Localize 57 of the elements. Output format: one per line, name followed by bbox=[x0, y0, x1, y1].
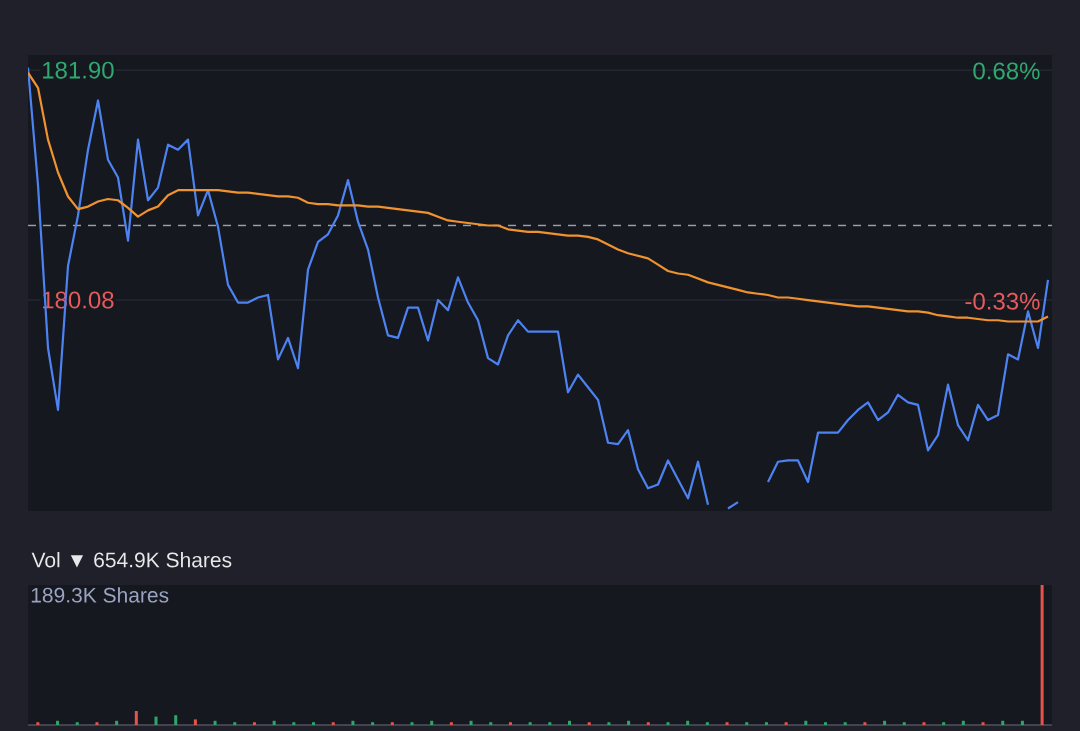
bar bbox=[568, 720, 572, 725]
bar bbox=[705, 722, 709, 725]
bar bbox=[213, 720, 217, 725]
bar bbox=[1001, 720, 1005, 725]
bar bbox=[863, 722, 867, 725]
bar bbox=[371, 722, 375, 725]
bar bbox=[449, 722, 453, 725]
bar bbox=[469, 720, 473, 725]
bar bbox=[292, 722, 296, 725]
bar bbox=[36, 722, 40, 725]
bar bbox=[824, 722, 828, 725]
bar bbox=[981, 722, 985, 725]
bar bbox=[312, 722, 316, 725]
bar bbox=[725, 722, 729, 725]
bar bbox=[390, 722, 394, 725]
bar bbox=[75, 722, 79, 725]
bar bbox=[233, 722, 237, 725]
bar bbox=[843, 722, 847, 725]
bar bbox=[804, 720, 808, 725]
bar bbox=[646, 722, 650, 725]
bar bbox=[430, 720, 434, 725]
bar bbox=[1040, 584, 1044, 725]
bar bbox=[174, 715, 178, 725]
bar bbox=[607, 722, 611, 725]
y2-tick-label: 0.68% bbox=[973, 62, 1040, 80]
bar bbox=[627, 720, 631, 725]
bar bbox=[410, 722, 414, 725]
bar bbox=[528, 722, 532, 725]
bar bbox=[942, 722, 946, 725]
bar bbox=[489, 722, 493, 725]
bar bbox=[56, 720, 60, 725]
bar bbox=[902, 722, 906, 725]
bar bbox=[95, 722, 99, 725]
bar bbox=[922, 722, 926, 725]
y2-tick-label: -0.33% bbox=[965, 292, 1040, 310]
chart-title: Vol ▼ 654.9K Shares bbox=[31, 551, 232, 568]
bar bbox=[745, 722, 749, 725]
bar bbox=[686, 720, 690, 725]
bar bbox=[587, 722, 591, 725]
bar bbox=[548, 722, 552, 725]
annotation: 189.3K Shares bbox=[31, 587, 169, 603]
bar bbox=[883, 720, 887, 725]
bar bbox=[115, 720, 119, 725]
bar bbox=[252, 722, 256, 725]
bar bbox=[272, 720, 276, 725]
y-tick-label: 181.90 bbox=[43, 61, 114, 79]
bar bbox=[331, 722, 335, 725]
bar bbox=[666, 722, 670, 725]
bar bbox=[961, 720, 965, 725]
bar bbox=[508, 722, 512, 725]
bar bbox=[154, 716, 158, 725]
bar bbox=[1020, 720, 1024, 725]
bar bbox=[351, 720, 355, 725]
bar bbox=[764, 722, 768, 725]
bar bbox=[193, 719, 197, 725]
bar bbox=[134, 710, 138, 725]
bar bbox=[784, 722, 788, 725]
